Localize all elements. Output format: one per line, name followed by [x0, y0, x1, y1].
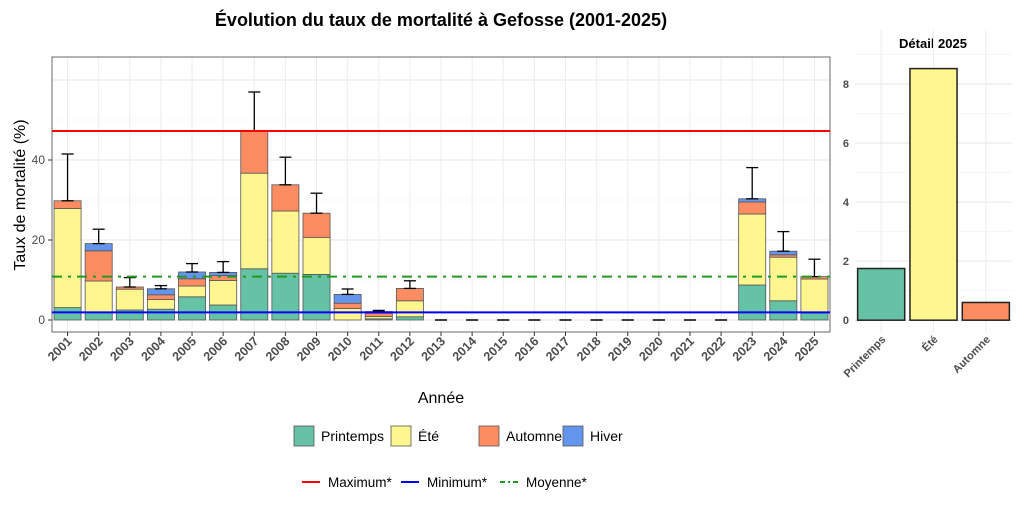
x-tick-label: 2016: [512, 334, 542, 364]
x-tick-label: 2019: [605, 334, 635, 364]
x-tick-label: 2001: [45, 334, 75, 364]
detail-bar-1: [909, 67, 958, 321]
bar-printemps: [769, 300, 798, 321]
bar-été: [53, 207, 82, 308]
x-tick-label: 2013: [419, 334, 449, 364]
y-axis-label: Taux de mortalité (%): [12, 119, 29, 270]
detail-y-tick-label: 8: [843, 79, 849, 91]
x-tick-label: 2022: [699, 334, 729, 364]
x-tick-label: 2014: [450, 334, 480, 364]
x-axis-label: Année: [418, 390, 464, 407]
x-tick-label: 2003: [107, 334, 137, 364]
legend-label: Hiver: [590, 428, 623, 444]
x-tick-label: 2012: [387, 334, 417, 364]
bar-automne: [53, 200, 82, 209]
bar-été: [395, 300, 424, 318]
detail-y-tick-label: 6: [843, 138, 849, 150]
legend-label: Été: [418, 428, 439, 444]
legend-swatch-hiver: [562, 425, 584, 447]
bar-hiver: [84, 243, 113, 252]
x-tick-label: 2018: [574, 334, 604, 364]
detail-x-tick-label: Été: [919, 333, 940, 354]
x-tick-label: 2010: [325, 334, 355, 364]
bar-hiver: [146, 288, 175, 296]
legend-label: Printemps: [321, 428, 384, 444]
detail-bar-2: [961, 301, 1011, 321]
bar-printemps: [395, 316, 424, 321]
legend-swatch-été: [390, 425, 412, 447]
bar-automne: [364, 312, 393, 317]
legend-swatch-printemps: [293, 425, 315, 447]
bar-été: [84, 280, 113, 313]
bar-automne: [271, 184, 300, 212]
chart-title: Évolution du taux de mortalité à Gefosse…: [215, 9, 667, 30]
x-tick-label: 2008: [263, 334, 293, 364]
bar-été: [333, 307, 362, 321]
bar-automne: [333, 302, 362, 309]
x-tick-label: 2017: [543, 334, 573, 364]
bar-printemps: [800, 312, 829, 321]
y-tick-label: 20: [32, 233, 46, 247]
detail-y-tick-label: 0: [843, 315, 849, 327]
bar-printemps: [53, 307, 82, 321]
bar-automne: [738, 201, 767, 215]
x-tick-label: 2005: [170, 334, 200, 364]
bar-été: [115, 288, 144, 311]
detail-x-tick-label: Automne: [951, 334, 993, 376]
x-tick-label: 2024: [761, 334, 791, 364]
y-tick-label: 0: [38, 313, 45, 327]
x-tick-label: 2007: [232, 334, 262, 364]
bar-automne: [302, 212, 331, 238]
bar-automne: [395, 287, 424, 302]
bar-printemps: [178, 296, 206, 321]
bar-hiver: [333, 293, 362, 304]
x-tick-label: 2023: [730, 334, 760, 364]
x-tick-label: 2009: [294, 334, 324, 364]
bar-automne: [146, 294, 175, 300]
x-tick-label: 2004: [138, 334, 168, 364]
x-tick-label: 2020: [636, 334, 666, 364]
bar-hiver: [178, 271, 206, 280]
legend-swatch-automne: [478, 425, 500, 447]
bar-été: [146, 299, 175, 310]
x-tick-label: 2025: [792, 334, 822, 364]
bar-automne: [240, 130, 269, 174]
bar-été: [302, 237, 331, 275]
x-tick-label: 2015: [481, 334, 511, 364]
legend-label: Automne: [506, 428, 562, 444]
bar-été: [800, 278, 829, 314]
detail-x-tick-label: Printemps: [842, 334, 889, 381]
detail-y-tick-label: 4: [843, 197, 850, 209]
bar-printemps: [146, 308, 175, 321]
bar-été: [738, 213, 767, 286]
legend-label: Minimum*: [427, 475, 488, 490]
x-tick-label: 2011: [357, 334, 386, 363]
bar-automne: [178, 278, 206, 287]
x-tick-label: 2002: [76, 334, 106, 364]
legend-label: Maximum*: [328, 475, 393, 490]
bar-été: [769, 256, 798, 302]
bar-été: [209, 279, 238, 306]
bar-été: [271, 210, 300, 274]
bar-été: [178, 285, 206, 298]
y-tick-label: 40: [32, 153, 46, 167]
x-tick-label: 2006: [201, 334, 231, 364]
detail-bar-0: [856, 267, 906, 321]
bar-printemps: [738, 284, 767, 321]
legend-label: Moyenne*: [526, 475, 588, 490]
bar-été: [240, 172, 269, 270]
detail-y-tick-label: 2: [843, 256, 849, 268]
x-tick-label: 2021: [668, 334, 698, 364]
